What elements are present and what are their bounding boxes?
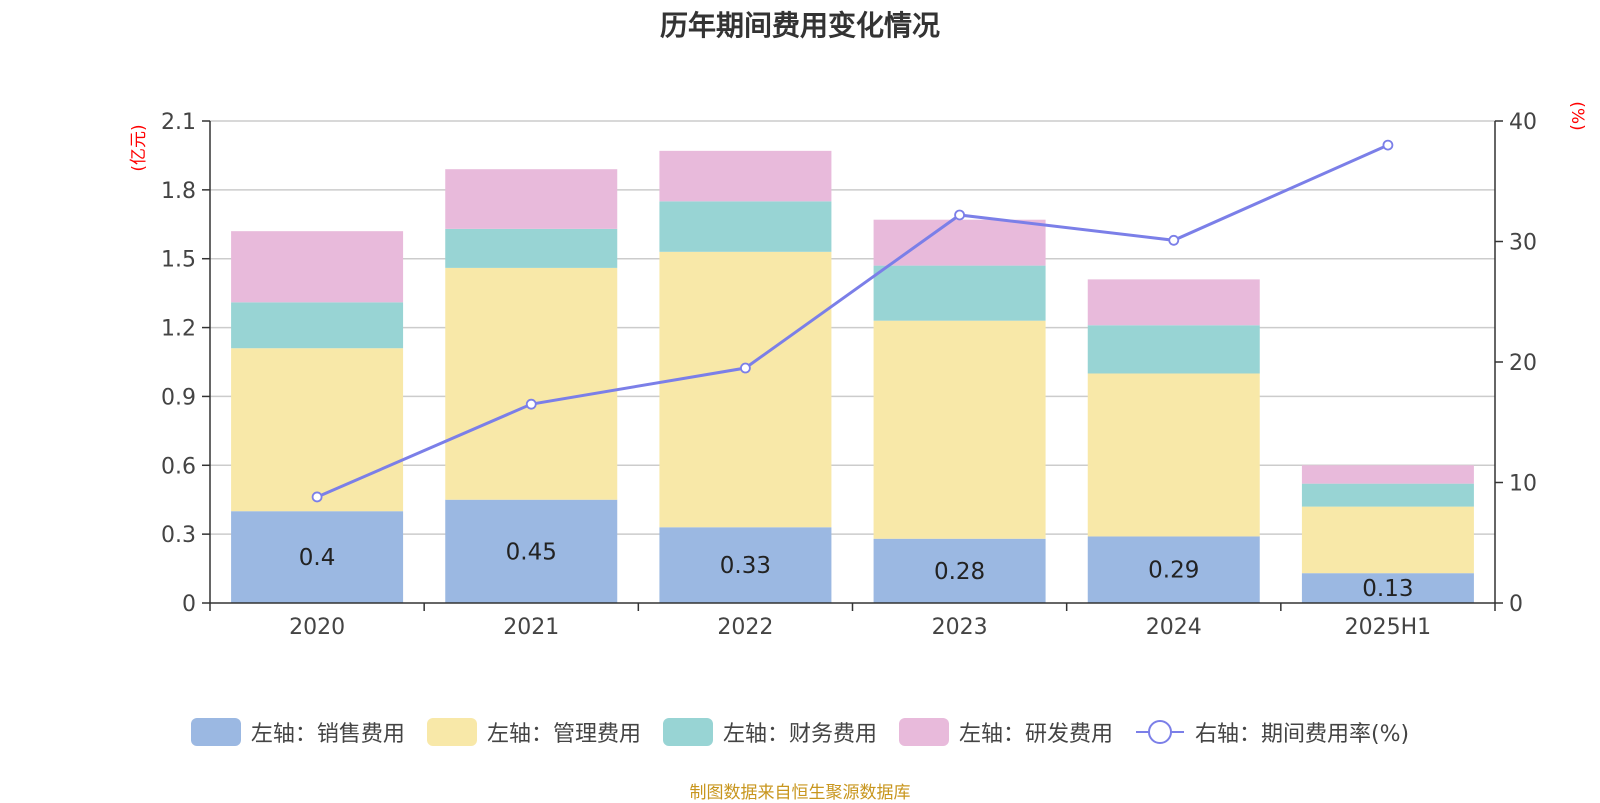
legend: 左轴：销售费用 左轴：管理费用 左轴：财务费用 左轴：研发费用 右轴：期间费用率(%) xyxy=(0,716,1600,748)
x-tick-label: 2024 xyxy=(1146,615,1202,640)
legend-item[interactable]: 左轴：研发费用 xyxy=(898,716,1113,748)
left-axis-unit: (亿元) xyxy=(129,124,149,171)
bar-segment xyxy=(873,538,1046,603)
line-point xyxy=(1382,139,1394,151)
legend-item[interactable]: 左轴：财务费用 xyxy=(662,716,877,748)
legend-label: 左轴：财务费用 xyxy=(722,722,877,747)
bar-segment xyxy=(659,251,832,528)
bar-value-label: 0.28 xyxy=(934,559,985,585)
left-tick-label: 0.9 xyxy=(161,385,196,410)
series-line xyxy=(316,143,1389,499)
bar-segment xyxy=(231,511,404,603)
bar-segment xyxy=(1087,279,1260,326)
legend-item[interactable]: 左轴：管理费用 xyxy=(426,716,641,748)
right-tick-label: 10 xyxy=(1509,472,1537,497)
legend-label: 左轴：销售费用 xyxy=(250,722,405,747)
bar-segment xyxy=(1087,325,1260,374)
x-tick-label: 2025H1 xyxy=(1345,615,1432,640)
right-tick-label: 0 xyxy=(1509,592,1523,617)
left-tick-label: 1.8 xyxy=(161,179,196,204)
bar-segment xyxy=(659,150,832,202)
legend-swatch xyxy=(898,718,949,746)
bar-segment xyxy=(231,302,404,349)
line-point xyxy=(525,398,537,410)
bar-segment xyxy=(445,169,618,229)
legend-swatch xyxy=(426,718,477,746)
line-point xyxy=(1168,234,1180,246)
bar-segment xyxy=(659,527,832,603)
bar-segment xyxy=(873,219,1046,266)
legend-swatch xyxy=(662,718,713,746)
bar-segment xyxy=(445,499,618,603)
legend-item[interactable]: 左轴：销售费用 xyxy=(190,716,405,748)
bar-segment xyxy=(659,201,832,252)
left-tick-label: 1.5 xyxy=(161,248,196,273)
left-tick-label: 2.1 xyxy=(161,110,196,135)
legend-label: 左轴：研发费用 xyxy=(958,722,1113,747)
legend-circle-marker xyxy=(1147,720,1172,744)
bar-segment xyxy=(1301,506,1474,574)
bar-segment xyxy=(445,228,618,268)
bar-segment xyxy=(873,265,1046,321)
x-tick-label: 2023 xyxy=(932,615,988,640)
legend-item[interactable]: 右轴：期间费用率(%) xyxy=(1135,716,1409,748)
bar-value-label: 0.13 xyxy=(1362,576,1413,602)
right-tick-label: 20 xyxy=(1509,351,1537,376)
bar-segment xyxy=(231,348,404,512)
bar-segment xyxy=(1301,573,1474,603)
line-point xyxy=(311,491,323,503)
legend-line-swatch xyxy=(1135,720,1184,744)
x-tick-label: 2020 xyxy=(289,615,345,640)
legend-label: 右轴：期间费用率(%) xyxy=(1194,722,1410,747)
bar-value-label: 0.33 xyxy=(720,553,771,579)
bar-segment xyxy=(873,320,1046,539)
bar-value-label: 0.4 xyxy=(299,545,336,571)
left-tick-label: 0 xyxy=(182,592,196,617)
right-tick-label: 30 xyxy=(1509,231,1537,256)
chart-title: 历年期间费用变化情况 xyxy=(659,9,940,42)
line-point xyxy=(740,362,751,374)
left-tick-label: 0.6 xyxy=(161,454,196,479)
source-note: 制图数据来自恒生聚源数据库 xyxy=(689,783,911,803)
bar-value-label: 0.45 xyxy=(506,539,557,565)
right-tick-label: 40 xyxy=(1509,110,1537,135)
bar-segment xyxy=(1301,465,1474,484)
bar-segment xyxy=(445,267,618,500)
bar-segment xyxy=(231,231,404,303)
bar-segment xyxy=(1087,373,1260,537)
bar-segment xyxy=(1301,483,1474,507)
bar-value-label: 0.29 xyxy=(1148,558,1199,584)
bar-segment xyxy=(1087,536,1260,603)
right-axis-unit: (%) xyxy=(1567,101,1587,130)
line-point xyxy=(954,209,965,221)
left-tick-label: 0.3 xyxy=(161,523,196,548)
legend-swatch xyxy=(190,718,241,746)
left-tick-label: 1.2 xyxy=(161,317,196,342)
x-tick-label: 2021 xyxy=(503,615,559,640)
x-tick-label: 2022 xyxy=(717,615,773,640)
legend-label: 左轴：管理费用 xyxy=(486,722,641,747)
